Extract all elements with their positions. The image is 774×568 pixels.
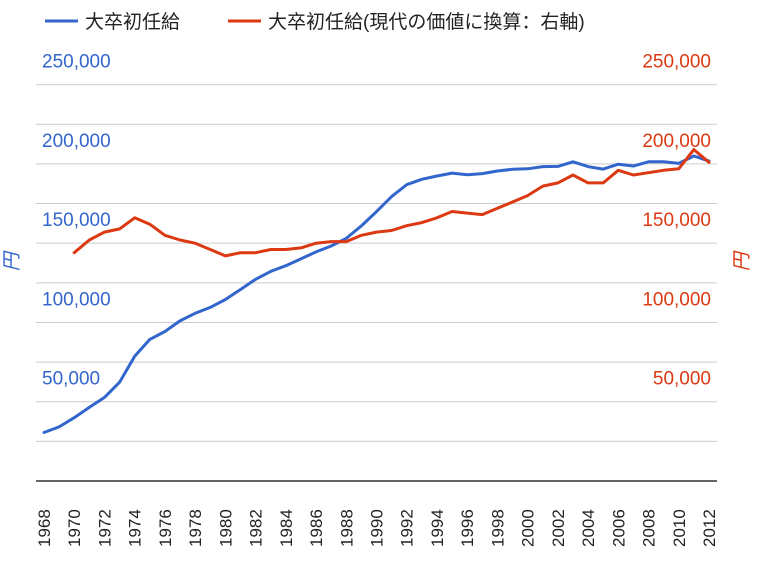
x-tick-label: 1978 [186,509,205,547]
x-tick-label: 1970 [65,509,84,547]
left-tick-label: 50,000 [42,369,100,390]
x-tick-label: 1994 [428,509,447,547]
left-tick-label: 100,000 [42,289,111,310]
left-tick-label: 250,000 [42,52,111,73]
x-tick-label: 1982 [247,509,266,547]
right-y-axis-ticks: 50,000 100,000 150,000 200,000 250,000 [642,52,711,390]
x-tick-label: 2004 [579,509,598,547]
x-tick-label: 1972 [95,509,114,547]
x-tick-label: 1992 [398,509,417,547]
x-tick-label: 1986 [307,509,326,547]
right-tick-label: 100,000 [642,289,711,310]
x-tick-label: 1996 [458,509,477,547]
x-tick-label: 1988 [337,509,356,547]
x-tick-label: 2006 [609,509,628,547]
left-tick-label: 200,000 [42,131,111,152]
right-tick-label: 150,000 [642,210,711,231]
legend-label-series1[interactable]: 大卒初任給 [85,11,180,33]
series-layer [42,148,711,434]
right-tick-label: 250,000 [642,52,711,73]
x-tick-label: 2010 [670,509,689,547]
x-tick-label: 1974 [126,509,145,547]
x-tick-label: 1968 [35,509,54,547]
x-tick-label: 1984 [277,509,296,547]
right-axis-title: 円 [732,250,753,272]
x-tick-label: 2008 [640,509,659,547]
x-tick-label: 1990 [368,509,387,547]
gridlines [36,84,717,442]
series-line-2[interactable] [72,148,711,258]
left-tick-label: 150,000 [42,210,111,231]
x-tick-label: 2002 [549,509,568,547]
left-axis-title: 円 [2,250,23,272]
x-tick-label: 1980 [216,509,235,547]
right-tick-label: 50,000 [653,369,711,390]
x-tick-label: 1998 [488,509,507,547]
x-tick-label: 2012 [700,509,719,547]
series-line-1[interactable] [42,154,711,434]
x-tick-label: 2000 [519,509,538,547]
x-axis-ticks: 1968 1970 1972 1974 1976 1978 1980 1982 1984 1986… [35,509,719,547]
left-y-axis-ticks: 50,000 100,000 150,000 200,000 250,000 [42,52,111,390]
x-tick-label: 1976 [156,509,175,547]
right-tick-label: 200,000 [642,131,711,152]
legend[interactable]: 大卒初任給 大卒初任給(現代の価値に換算：右軸) [45,11,585,33]
legend-label-series2[interactable]: 大卒初任給(現代の価値に換算：右軸) [268,11,585,33]
